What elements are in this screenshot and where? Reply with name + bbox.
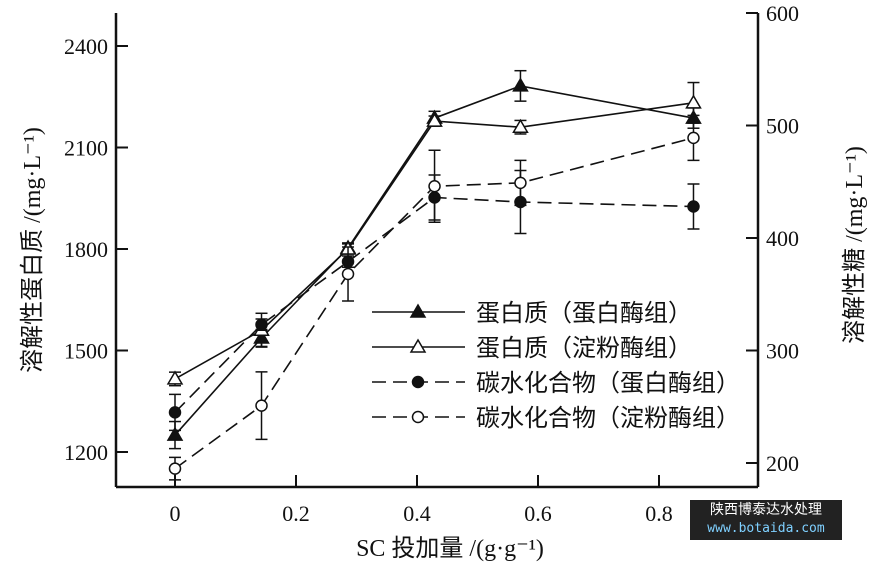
y2-axis-label: 溶解性糖 /(mg·L⁻¹) (841, 146, 868, 344)
x-tick-label: 0 (170, 501, 181, 526)
y2-tick-label: 300 (766, 339, 799, 364)
watermark: 陕西博泰达水处理 www.botaida.com (690, 500, 842, 540)
data-point (255, 399, 268, 412)
y-tick-label: 1800 (64, 237, 108, 262)
y2-tick-label: 200 (766, 451, 799, 476)
legend-label: 蛋白质（淀粉酶组） (476, 335, 692, 362)
data-point (168, 462, 182, 475)
y2-tick-label: 400 (766, 226, 799, 251)
series-line-3 (174, 137, 694, 470)
watermark-line2: www.botaida.com (707, 521, 825, 536)
legend-marker (409, 303, 427, 318)
y-tick-label: 2100 (64, 136, 108, 161)
x-tick-label: 0.6 (524, 501, 552, 526)
data-point (428, 180, 441, 193)
watermark-line1: 陕西博泰达水处理 (710, 502, 822, 518)
legend-label: 碳水化合物（淀粉酶组） (476, 405, 740, 432)
data-point (512, 118, 529, 133)
legend-label: 蛋白质（蛋白酶组） (476, 300, 692, 327)
legend-marker (411, 375, 425, 389)
data-point (687, 200, 700, 213)
data-point (514, 176, 527, 190)
legend-marker (409, 338, 427, 353)
data-point (426, 112, 443, 127)
series-line-0 (174, 85, 694, 436)
data-point (685, 94, 702, 109)
data-point (255, 318, 268, 331)
legend-marker (411, 410, 425, 424)
x-axis-label: SC 投加量 /(g·g⁻¹) (356, 535, 544, 562)
legend-label: 碳水化合物（蛋白酶组） (476, 370, 740, 397)
data-point (166, 370, 184, 385)
x-tick-label: 0.2 (282, 501, 310, 526)
data-point (168, 406, 182, 419)
y-tick-label: 1500 (64, 339, 108, 364)
data-point (166, 426, 184, 441)
series-line-1 (174, 102, 694, 380)
data-point (687, 131, 700, 145)
y-tick-label: 1200 (64, 440, 108, 465)
y2-tick-label: 600 (766, 1, 799, 26)
x-tick-label: 0.8 (645, 501, 673, 526)
y2-tick-label: 500 (766, 114, 799, 139)
y-axis-label: 溶解性蛋白质 /(mg·L⁻¹) (19, 127, 46, 373)
data-point (341, 267, 355, 281)
x-tick-label: 0.4 (403, 501, 431, 526)
data-point (512, 77, 529, 92)
y-tick-label: 2400 (64, 34, 108, 59)
